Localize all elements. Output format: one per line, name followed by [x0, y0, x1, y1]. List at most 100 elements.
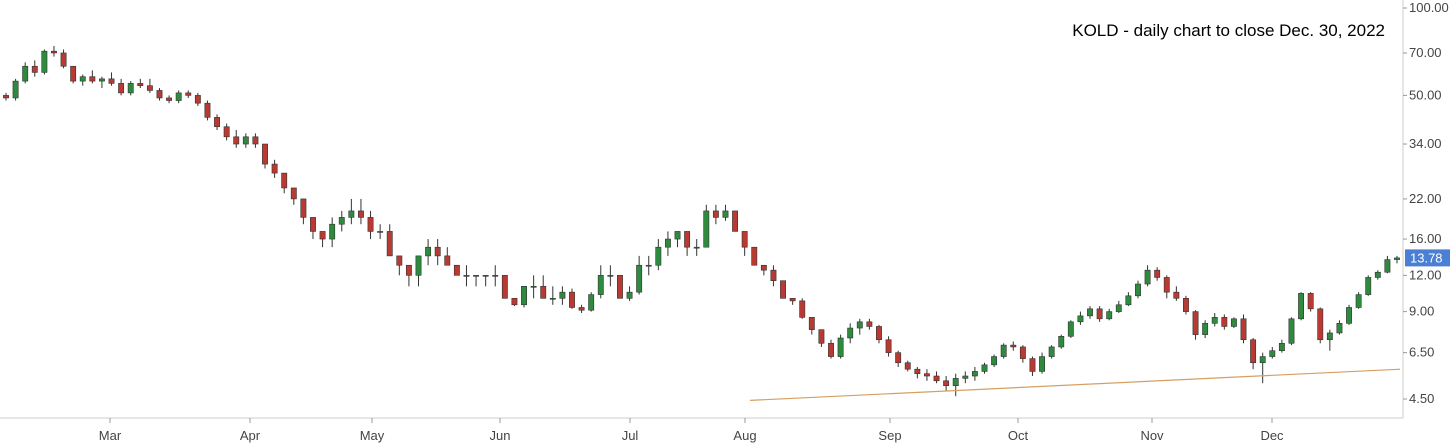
candle-body-up [1144, 269, 1151, 285]
candle-body-up [492, 275, 499, 277]
candle-body-up [1365, 277, 1372, 295]
candle-body-down [1173, 291, 1180, 299]
candle-body-down [866, 321, 873, 327]
candle-body-down [108, 78, 115, 84]
candle-body-down [895, 352, 902, 364]
candle-body-down [300, 198, 307, 218]
x-axis-ticks: Mar Apr May Jun Jul Aug Sep Oct Nov Dec [99, 418, 1284, 443]
candle-body-up [1135, 283, 1141, 297]
candle-body-up [127, 83, 134, 94]
candle-body-down [578, 307, 585, 311]
candle-body-down [914, 368, 921, 374]
y-tick-label: 6.50 [1409, 345, 1434, 360]
candle-body-down [780, 280, 786, 299]
y-tick-label: 12.00 [1409, 267, 1442, 282]
candle-body-down [453, 264, 460, 276]
candle-body-down [444, 255, 451, 266]
candle-body-down [1019, 346, 1026, 359]
candle-body-down [1221, 317, 1228, 327]
candle-body-up [1000, 344, 1007, 357]
chart-title: KOLD - daily chart to close Dec. 30, 202… [1072, 21, 1385, 40]
candle-body-up [12, 80, 19, 99]
candle-body-down [1010, 344, 1017, 348]
candle-body-up [1230, 318, 1237, 327]
candle-body-up [1058, 335, 1065, 348]
candle-body-down [319, 231, 326, 240]
y-tick-label: 16.00 [1409, 231, 1442, 246]
y-tick-label: 70.00 [1409, 45, 1442, 60]
x-tick-label: May [360, 428, 385, 443]
candle-body-down [751, 246, 758, 266]
candle-body-down [1307, 293, 1314, 310]
candle-body-up [991, 356, 998, 366]
y-tick-label: 22.00 [1409, 191, 1442, 206]
candle-body-up [588, 294, 595, 311]
candle-body-up [626, 291, 633, 299]
x-tick-label: Jun [490, 428, 511, 443]
candle-body-up [1288, 318, 1295, 344]
x-tick-label: Jul [622, 428, 639, 443]
x-tick-label: Mar [99, 428, 122, 443]
candle-body-up [1048, 346, 1055, 357]
candle-body-up [1374, 271, 1381, 278]
candle-body-up [1394, 257, 1400, 260]
y-tick-label: 34.00 [1409, 136, 1442, 151]
x-tick-label: Apr [240, 428, 261, 443]
candle-body-up [377, 231, 384, 233]
candle-body-up [415, 255, 422, 276]
candle-body-down [808, 317, 815, 330]
candle-body-up [1087, 308, 1093, 317]
candle-body-up [837, 337, 844, 357]
y-axis-ticks: 4.50 6.50 9.00 12.00 16.00 22.00 34.00 50.00 70.… [1403, 0, 1449, 406]
candle-body-down [1250, 339, 1257, 364]
candle-body-down [569, 291, 575, 308]
candle-body-down [1317, 308, 1324, 341]
candle-body-down [367, 217, 374, 232]
candle-body-down [386, 231, 393, 257]
candle-body-up [1269, 350, 1276, 357]
candle-body-down [146, 85, 153, 91]
y-tick-label: 9.00 [1409, 304, 1434, 319]
x-tick-label: Sep [878, 428, 901, 443]
candle-body-up [674, 231, 681, 240]
x-tick-label: Aug [733, 428, 756, 443]
candle-body-down [204, 102, 211, 118]
y-tick-label: 100.00 [1409, 0, 1449, 15]
candle-body-up [1202, 323, 1209, 335]
candle-body-up [463, 275, 470, 277]
candle-body-up [1125, 295, 1132, 306]
candle-body-down [214, 117, 220, 128]
candle-body-down [1096, 308, 1103, 320]
y-tick-label: 50.00 [1409, 87, 1442, 102]
candle-body-up [338, 217, 345, 225]
candle-body-down [818, 329, 825, 344]
y-tick-label: 4.50 [1409, 391, 1434, 406]
candle-body-down [271, 163, 278, 174]
candle-body-up [1115, 304, 1122, 312]
candle-body-down [405, 264, 412, 276]
candle-body-up [636, 264, 643, 293]
candle-body-down [118, 83, 125, 94]
candle-body-down [741, 231, 748, 248]
candle-body-down [281, 172, 288, 189]
candle-body-up [981, 364, 988, 372]
candle-body-down [933, 375, 940, 382]
support-trendline [749, 368, 1401, 402]
candle-body-down [252, 136, 259, 145]
candle-body-up [597, 275, 604, 295]
candle-body-down [396, 255, 403, 266]
candle-body-up [1355, 294, 1362, 308]
candle-body-up [329, 223, 336, 240]
candle-body-down [904, 362, 911, 370]
candle-body-down [1192, 311, 1199, 335]
candle-body-down [1163, 277, 1170, 293]
candle-body-down [89, 76, 96, 82]
candle-body-up [664, 238, 671, 248]
candle-body-down [789, 298, 796, 302]
candle-body-down [511, 298, 518, 306]
candle-body-down [137, 83, 144, 86]
candle-body-up [1298, 293, 1305, 320]
candle-body-up [856, 321, 863, 329]
last-price-label: 13.78 [1410, 250, 1443, 265]
candle-body-down [166, 97, 173, 101]
